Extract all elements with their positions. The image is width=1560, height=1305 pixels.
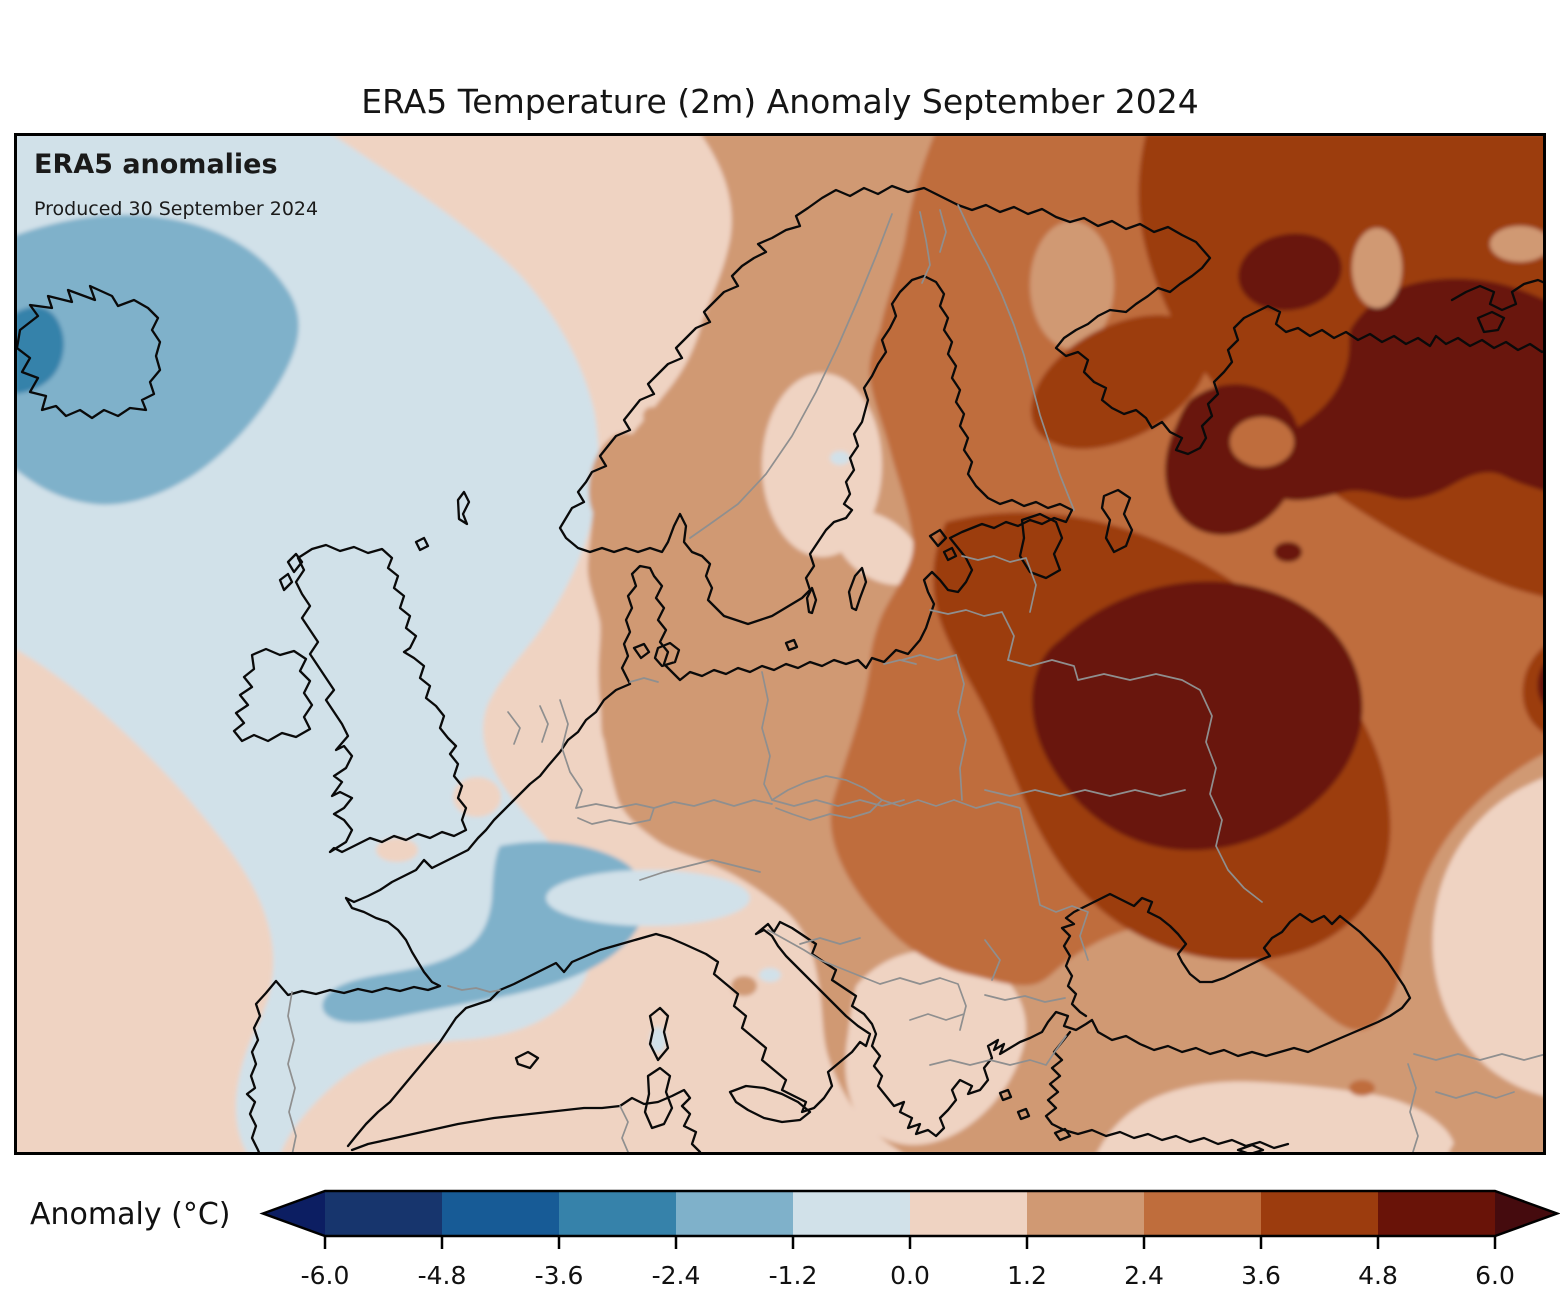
- colorbar-segment: [1144, 1191, 1261, 1236]
- border-sweden-finland: [919, 211, 931, 284]
- region-iceland-coldest: [17, 307, 64, 394]
- coastline-med-islands: [514, 1006, 1265, 1152]
- colorbar-segment: [1261, 1191, 1378, 1236]
- colorbar-segment: [676, 1191, 793, 1236]
- region-west-atlantic-warm: [17, 649, 274, 1152]
- colorbar: Anomaly (°C) -6.0 -4.8 -3.6 -2.4 -1.2 0.…: [30, 1189, 1560, 1290]
- region-alps-cool: [546, 870, 750, 926]
- coastline-novaya-zemlya: [1450, 278, 1543, 334]
- region-maroon-dot: [1274, 542, 1302, 562]
- region-tan-window-ne1: [1352, 228, 1402, 308]
- border-poland: [761, 654, 967, 807]
- tick-label: 6.0: [1475, 1261, 1515, 1290]
- region-balkan-peach: [845, 950, 1026, 1145]
- tick-label: -2.4: [652, 1261, 701, 1290]
- border-ukraine-belarus-russia: [984, 659, 1263, 903]
- colorbar-tick-labels: -6.0 -4.8 -3.6 -2.4 -1.2 0.0 1.2 2.4 3.6…: [301, 1261, 1515, 1290]
- map-annotation-subtitle: Produced 30 September 2024: [34, 198, 319, 220]
- coastline-spain-mediterranean: [346, 988, 502, 1148]
- region-maroon-northeast: [1236, 278, 1543, 501]
- coastline-ireland: [232, 647, 314, 743]
- colorbar-segment: [793, 1191, 910, 1236]
- region-lapland-tan-window: [1030, 221, 1114, 349]
- tick-label: 4.8: [1358, 1261, 1398, 1290]
- region-caspian-peach: [1432, 778, 1543, 1096]
- region-slovenia-cool-speck: [759, 968, 781, 982]
- colorbar-label: Anomaly (°C): [30, 1197, 230, 1232]
- tick-label: -3.6: [535, 1261, 584, 1290]
- border-norway-sweden: [689, 213, 893, 539]
- border-finland-russia: [957, 204, 1075, 511]
- region-rust-right-edge: [1522, 647, 1543, 733]
- border-tunisia: [619, 1105, 629, 1152]
- region-norway-tan-dot: [643, 407, 661, 425]
- border-switzerland-austria: [575, 799, 773, 881]
- tick-label: -4.8: [418, 1261, 467, 1290]
- border-czech-slovakia: [771, 775, 955, 821]
- region-maroon-right-edge: [1537, 665, 1543, 704]
- colorbar-extend-low: [263, 1191, 325, 1236]
- country-borders: [287, 204, 1543, 1152]
- coastline-baltic-islands: [632, 528, 958, 668]
- region-maroon-barents: [1238, 233, 1342, 311]
- region-se-corner-tan: [1449, 1098, 1543, 1152]
- coastlines: [17, 184, 1543, 1152]
- coastline-scandinavia-baltic-france-iberia: [245, 184, 1074, 1152]
- region-tan-window-ne2: [1490, 226, 1543, 262]
- tick-label: -6.0: [301, 1261, 350, 1290]
- colorbar-segment: [910, 1191, 1027, 1236]
- colorbar-segment: [325, 1191, 442, 1236]
- border-romania-moldova: [953, 799, 1089, 1003]
- colorbar-segment: [1378, 1191, 1495, 1236]
- border-caucasus: [1407, 1053, 1543, 1152]
- map-annotation-title: ERA5 anomalies: [34, 149, 278, 180]
- coastline-great-britain: [294, 543, 468, 854]
- tick-label: -1.2: [769, 1261, 818, 1290]
- border-portugal-spain: [287, 991, 297, 1152]
- border-balkans: [767, 929, 1067, 1066]
- colorbar-extend-high: [1495, 1191, 1557, 1236]
- colorbar-segment: [442, 1191, 559, 1236]
- coastline-france-med-italy-balkans: [498, 892, 1412, 1138]
- coastline-iceland: [17, 284, 162, 420]
- tick-label: 2.4: [1124, 1261, 1164, 1290]
- colorbar-segment: [1027, 1191, 1144, 1236]
- region-channel-warm-spot: [376, 838, 418, 862]
- tick-label: 1.2: [1007, 1261, 1047, 1290]
- region-sweden-cool-speck: [830, 451, 850, 465]
- map-panel: ERA5 anomalies Produced 30 September 202…: [14, 133, 1546, 1155]
- region-corsica-cool-speck: [650, 1027, 666, 1053]
- region-orange-window-dvina: [1230, 417, 1294, 467]
- tick-label: 3.6: [1241, 1261, 1281, 1290]
- region-rust-kola: [1031, 315, 1209, 449]
- border-germany-west: [507, 699, 583, 809]
- region-croatia-tan-spot: [731, 976, 757, 996]
- tick-label: 0.0: [890, 1261, 930, 1290]
- colorbar-segment: [559, 1191, 676, 1236]
- region-sweden-pale-tail: [835, 511, 921, 585]
- border-denmark-germany: [629, 677, 659, 683]
- region-south-turkey-peach: [1097, 1081, 1456, 1152]
- border-norway-finland: [939, 209, 947, 253]
- anomaly-field: [17, 136, 1543, 1152]
- anomaly-map-svg: [17, 136, 1543, 1152]
- border-baltics: [883, 555, 1037, 665]
- coastline-africa: [350, 1088, 702, 1152]
- coastline-west-turkey: [1044, 1030, 1290, 1150]
- coastline-lakes: [1018, 488, 1134, 580]
- region-maroon-ukraine: [1032, 581, 1363, 851]
- page-title: ERA5 Temperature (2m) Anomaly September …: [361, 82, 1199, 121]
- coastline-arctic-russia-whitesea: [956, 203, 1543, 456]
- border-pyrenees: [447, 985, 501, 993]
- region-mid-norway-tan: [588, 432, 648, 528]
- coastline-hebrides: [278, 490, 471, 592]
- colorbar-ticks: [323, 1236, 1497, 1249]
- region-orange-spot-azeri: [1349, 1080, 1375, 1096]
